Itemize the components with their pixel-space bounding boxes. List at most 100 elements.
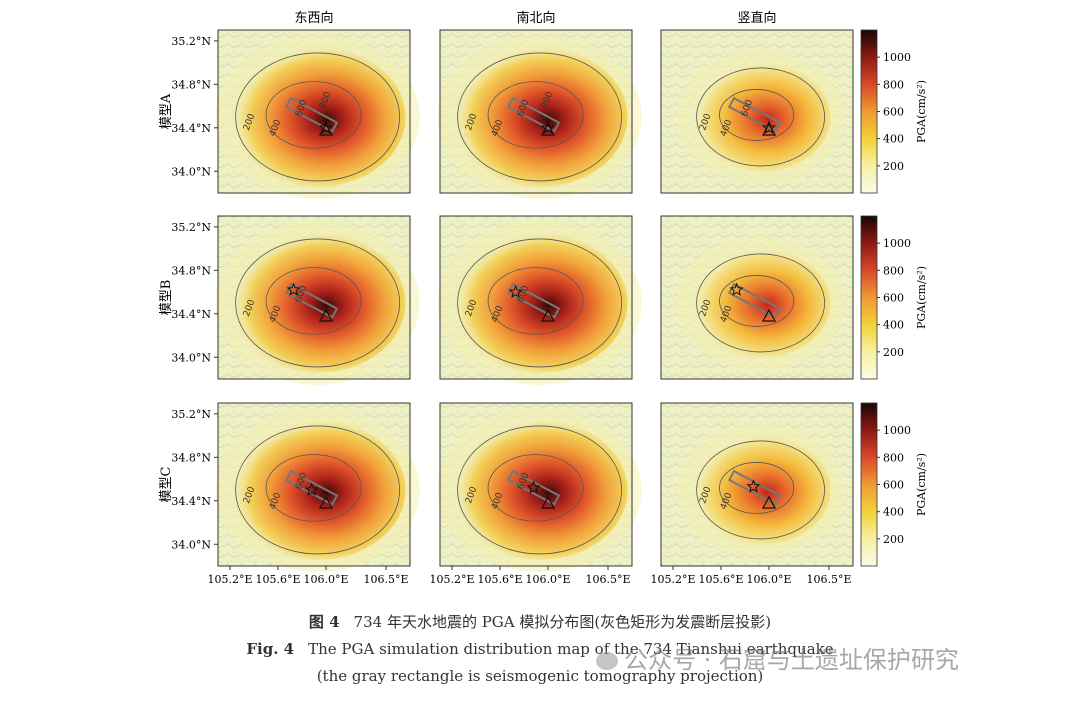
row-label: 模型C xyxy=(159,466,174,502)
y-tick-label: 35.2°N xyxy=(171,408,211,421)
caption-chinese: 图 4 734 年天水地震的 PGA 模拟分布图(灰色矩形为发震断层投影) xyxy=(308,613,772,631)
x-tick-label: 105.2°E xyxy=(429,573,474,586)
colorbar-gradient xyxy=(860,29,878,194)
panel-frame xyxy=(439,29,633,194)
contour-200 xyxy=(235,238,401,368)
pga-field xyxy=(451,46,628,187)
contour-400 xyxy=(719,275,795,327)
colorbar-tick-label: 600 xyxy=(883,479,904,492)
column-title: 竖直向 xyxy=(737,10,776,26)
pga-field xyxy=(229,232,406,373)
colorbar-tick-label: 400 xyxy=(883,133,904,146)
contour-200 xyxy=(696,253,825,353)
station-triangle xyxy=(540,495,556,509)
station-triangle xyxy=(540,308,556,322)
x-tick-label: 106.0°E xyxy=(303,573,348,586)
contour-200 xyxy=(457,425,622,555)
x-tick-label: 106.5°E xyxy=(363,573,408,586)
colorbar-tick-label: 1000 xyxy=(883,237,911,250)
caption-english: Fig. 4 The PGA simulation distribution ma… xyxy=(246,640,834,658)
station-triangle xyxy=(318,308,334,322)
contour-200 xyxy=(696,67,825,167)
fault-rectangle xyxy=(727,96,782,133)
pga-panel xyxy=(214,402,420,572)
contour-400 xyxy=(487,454,584,522)
pga-field xyxy=(229,46,406,187)
colorbar xyxy=(860,402,880,567)
pga-panel xyxy=(660,215,854,380)
y-tick-label: 34.4°N xyxy=(171,122,211,135)
column-title: 南北向 xyxy=(516,10,555,26)
fault-rectangle xyxy=(506,96,561,133)
epicenter-star xyxy=(526,480,541,494)
colorbar-tick-label: 1000 xyxy=(883,424,911,437)
y-tick-label: 34.4°N xyxy=(171,308,211,321)
colorbar-tick-label: 600 xyxy=(883,106,904,119)
pga-panel xyxy=(214,29,420,199)
contour-400 xyxy=(265,454,362,522)
y-tick-label: 34.0°N xyxy=(171,538,211,551)
epicenter-star xyxy=(746,479,761,493)
pga-panel xyxy=(437,215,642,385)
colorbar-label: PGA(cm/s²) xyxy=(915,80,928,143)
contour-200 xyxy=(235,52,401,182)
caption-english-line2: (the gray rectangle is seismogenic tomog… xyxy=(316,667,764,685)
watermark: 公众号 · 石窟与土遗址保护研究 xyxy=(596,640,959,675)
x-tick-label: 105.2°E xyxy=(207,573,252,586)
epicenter-star xyxy=(508,284,523,298)
colorbar-gradient xyxy=(860,215,878,380)
colorbar xyxy=(860,215,880,380)
contour-400 xyxy=(265,81,362,149)
column-title: 东西向 xyxy=(294,10,333,26)
y-tick-label: 35.2°N xyxy=(171,35,211,48)
contour-200 xyxy=(696,440,825,540)
colorbar-tick-label: 1000 xyxy=(883,51,911,64)
contour-200 xyxy=(235,425,401,555)
row-label: 模型A xyxy=(159,93,174,129)
x-tick-label: 105.6°E xyxy=(477,573,522,586)
pga-panel xyxy=(660,402,854,570)
y-tick-label: 34.0°N xyxy=(171,351,211,364)
pga-field xyxy=(690,247,831,358)
colorbar xyxy=(860,29,880,194)
station-triangle xyxy=(761,308,777,322)
epicenter-star xyxy=(286,282,301,296)
fault-rectangle xyxy=(506,282,561,319)
panel-frame xyxy=(439,215,633,380)
colorbar-tick-label: 200 xyxy=(883,533,904,546)
colorbar-tick-label: 200 xyxy=(883,346,904,359)
pga-panel xyxy=(214,215,420,385)
epicenter-star xyxy=(541,120,555,134)
x-tick-label: 106.0°E xyxy=(525,573,570,586)
contour-400 xyxy=(265,267,362,335)
fault-rectangle xyxy=(727,469,782,506)
station-triangle xyxy=(318,495,334,509)
contour-400 xyxy=(719,89,795,141)
colorbar-tick-label: 400 xyxy=(883,319,904,332)
contour-400 xyxy=(719,462,795,514)
fault-rectangle xyxy=(284,96,339,133)
x-tick-label: 106.5°E xyxy=(806,573,851,586)
pga-panel xyxy=(660,29,854,194)
contour-400 xyxy=(487,81,584,149)
pga-field xyxy=(451,232,628,373)
y-tick-label: 34.8°N xyxy=(171,264,211,277)
colorbar-tick-label: 600 xyxy=(883,292,904,305)
panel-frame xyxy=(217,215,411,380)
panel-frame xyxy=(660,402,854,567)
colorbar-tick-label: 200 xyxy=(883,160,904,173)
y-tick-label: 34.0°N xyxy=(171,165,211,178)
x-tick-label: 105.6°E xyxy=(698,573,743,586)
colorbar-tick-label: 400 xyxy=(883,506,904,519)
epicenter-star xyxy=(729,282,744,296)
pga-panel xyxy=(437,402,642,572)
x-tick-label: 106.0°E xyxy=(746,573,791,586)
panel-frame xyxy=(660,215,854,380)
pga-field xyxy=(690,61,831,172)
y-tick-label: 34.8°N xyxy=(171,451,211,464)
panel-frame xyxy=(439,402,633,567)
station-triangle xyxy=(761,495,777,509)
y-tick-label: 34.4°N xyxy=(171,495,211,508)
row-label: 模型B xyxy=(159,280,174,316)
wechat-icon xyxy=(596,652,618,670)
